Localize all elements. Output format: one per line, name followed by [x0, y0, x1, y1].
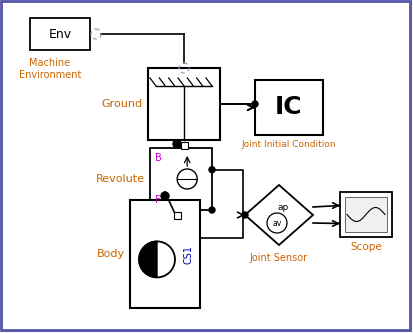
Bar: [173, 211, 180, 218]
Circle shape: [242, 212, 248, 218]
Bar: [255, 80, 323, 135]
Polygon shape: [139, 241, 157, 277]
Text: Machine
Environment: Machine Environment: [19, 58, 81, 80]
Circle shape: [209, 207, 215, 213]
Text: ap: ap: [278, 202, 289, 211]
Text: F: F: [155, 195, 161, 205]
Circle shape: [252, 101, 258, 107]
Bar: [130, 200, 200, 308]
Polygon shape: [245, 185, 313, 245]
Text: IC: IC: [275, 96, 303, 120]
Circle shape: [161, 192, 169, 200]
Bar: [148, 68, 220, 140]
Text: Revolute: Revolute: [96, 174, 145, 184]
Text: CS1: CS1: [183, 244, 193, 263]
Text: Joint Initial Condition: Joint Initial Condition: [242, 140, 336, 149]
Circle shape: [209, 167, 215, 173]
Circle shape: [173, 140, 181, 148]
Text: Ground: Ground: [102, 99, 143, 109]
Bar: [150, 148, 212, 210]
Bar: [345, 197, 387, 232]
Text: Joint Sensor: Joint Sensor: [250, 253, 308, 263]
Bar: [30, 18, 90, 50]
Text: B: B: [155, 153, 162, 163]
Text: av: av: [273, 218, 282, 227]
Text: Body: Body: [97, 249, 125, 259]
Text: Scope: Scope: [350, 242, 382, 252]
Text: Env: Env: [48, 28, 71, 41]
Bar: [180, 142, 188, 149]
Bar: [340, 192, 392, 237]
